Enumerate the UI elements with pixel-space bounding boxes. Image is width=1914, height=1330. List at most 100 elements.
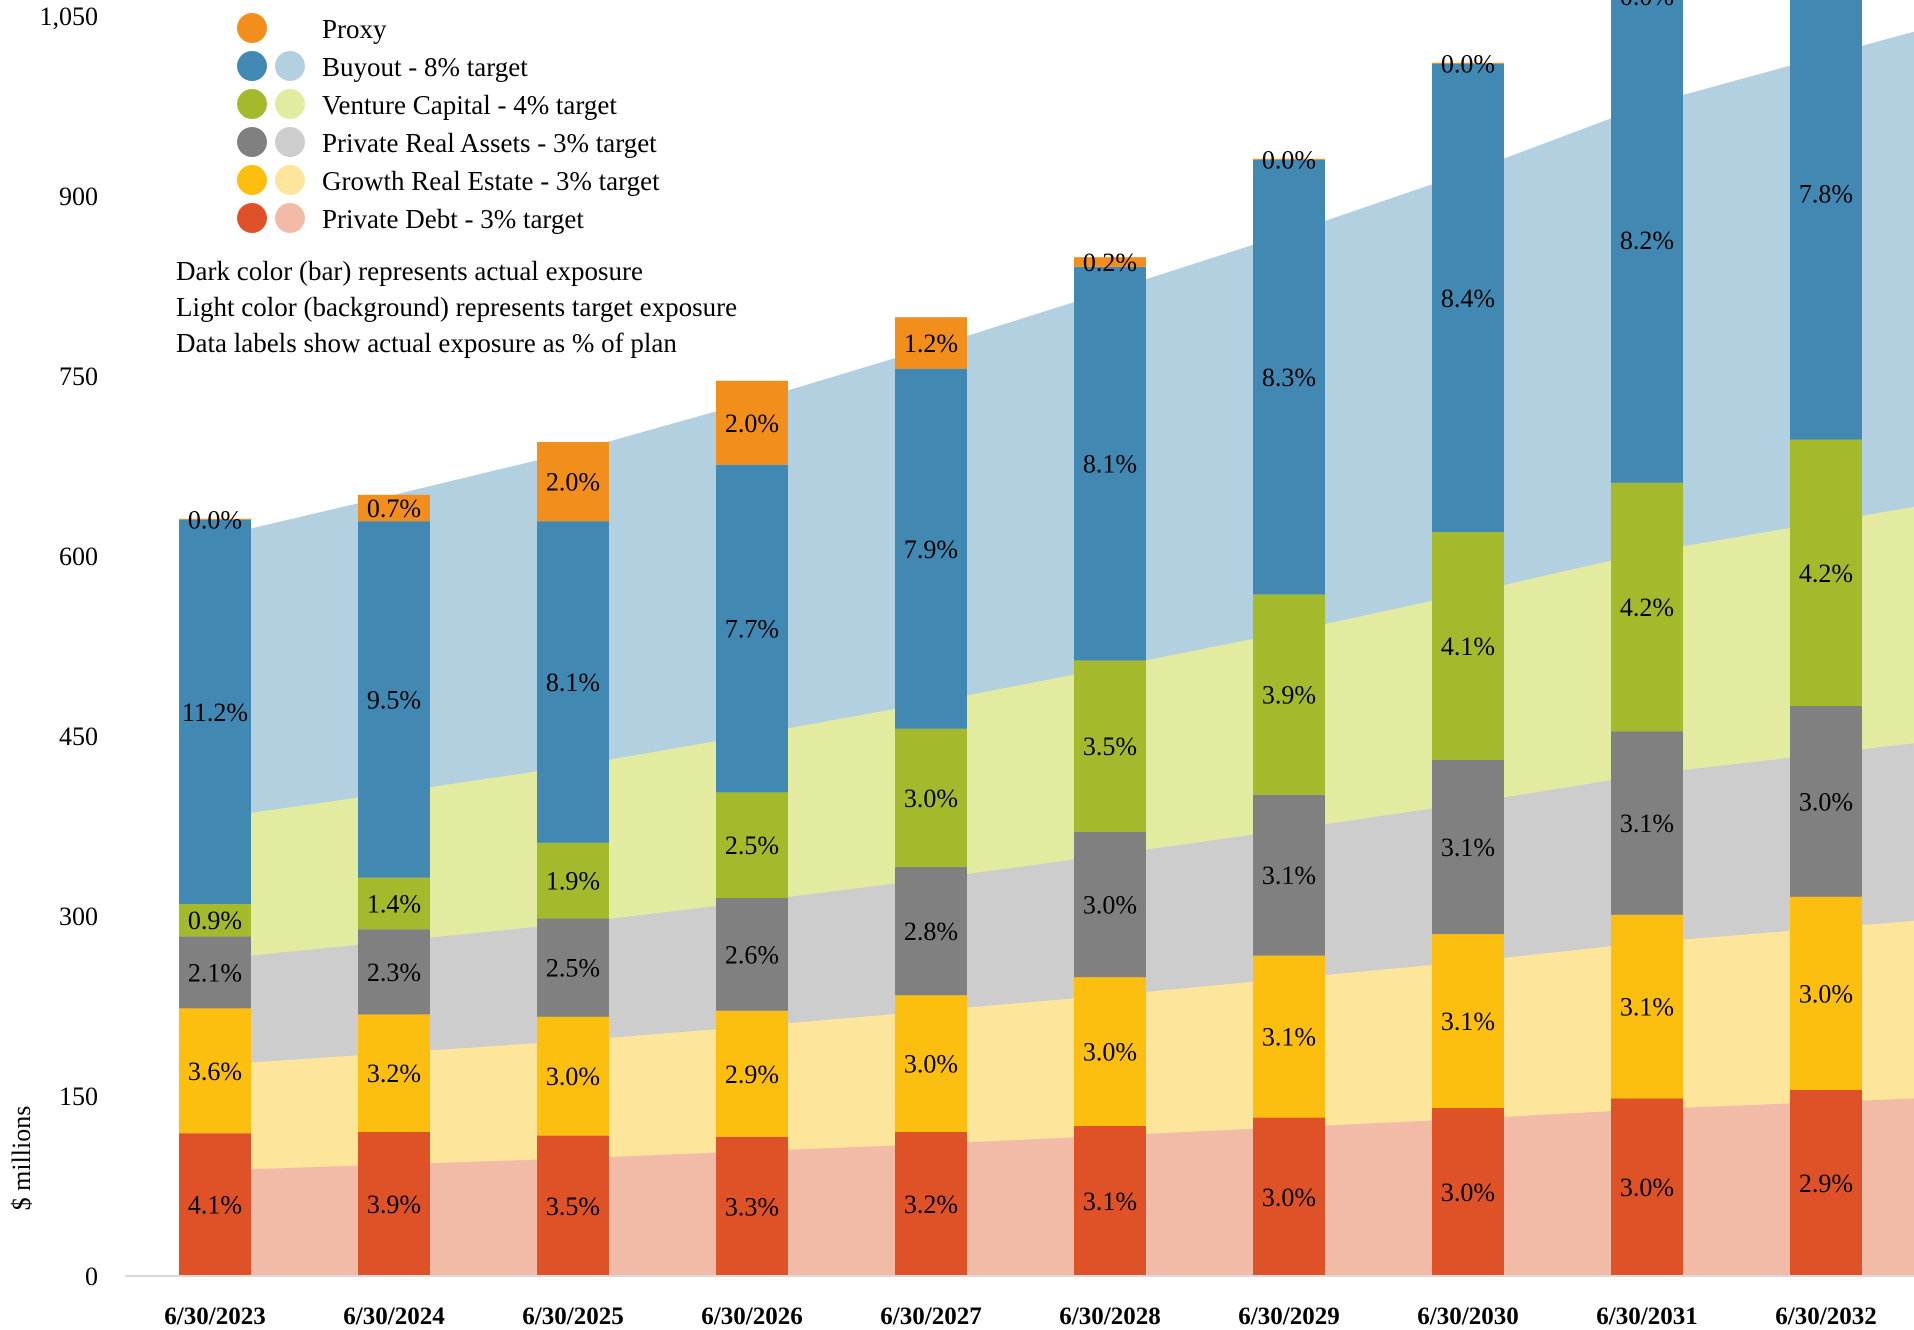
x-tick-label: 6/30/2030	[1417, 1303, 1518, 1330]
data-label: 2.5%	[725, 831, 779, 860]
bar-segment	[716, 380, 788, 465]
bar-segment	[179, 904, 251, 937]
y-axis: 0 150 300 450 600 750 900 1,050	[40, 2, 99, 1291]
bar-segment	[716, 792, 788, 898]
bar-segment	[1253, 594, 1325, 795]
data-label: 3.2%	[904, 1190, 958, 1219]
x-tick-label: 6/30/2031	[1596, 1303, 1697, 1330]
x-axis: 6/30/2023 6/30/2024 6/30/2025 6/30/2026 6/30…	[164, 1303, 1876, 1330]
bar-segment	[179, 520, 251, 904]
data-label: 8.3%	[1262, 363, 1316, 392]
bar-segment	[358, 1132, 430, 1276]
data-label: 8.1%	[1083, 450, 1137, 479]
data-label: 3.6%	[188, 1057, 242, 1086]
bar-segment	[1074, 266, 1146, 661]
data-label: 2.9%	[1799, 1169, 1853, 1198]
bar-segment	[1790, 706, 1862, 897]
bar-segment	[895, 1132, 967, 1276]
data-label: 0.0%	[188, 505, 242, 534]
data-label: 2.0%	[546, 468, 600, 497]
data-label: 3.1%	[1441, 1007, 1495, 1036]
y-tick-label: 300	[59, 902, 98, 931]
data-label: 2.3%	[367, 958, 421, 987]
bar-segment	[537, 521, 609, 843]
data-label: 3.2%	[367, 1059, 421, 1088]
data-label: 3.0%	[1262, 1183, 1316, 1212]
data-label: 4.1%	[188, 1191, 242, 1220]
data-label: 3.0%	[1083, 1038, 1137, 1067]
data-label: 7.9%	[904, 535, 958, 564]
data-label: 3.5%	[546, 1192, 600, 1221]
legend-swatch-light	[275, 127, 305, 157]
bar-segment	[1611, 482, 1683, 732]
bar-segment	[1074, 257, 1146, 267]
chart-note: Data labels show actual exposure as % of…	[176, 328, 677, 358]
bar-segment	[1611, 731, 1683, 915]
bar-segment	[716, 898, 788, 1011]
bar-segment	[537, 842, 609, 919]
data-label: 3.0%	[1799, 979, 1853, 1008]
bar-segment	[1074, 977, 1146, 1126]
legend-swatch-light	[275, 203, 305, 233]
bar-segment	[895, 995, 967, 1132]
data-label: 3.5%	[1083, 732, 1137, 761]
bar-segment	[537, 442, 609, 522]
x-tick-label: 6/30/2029	[1238, 1303, 1339, 1330]
bar-segment	[1432, 934, 1504, 1108]
y-tick-label: 1,050	[40, 2, 99, 31]
data-label: 3.0%	[904, 784, 958, 813]
bar-segment	[1253, 955, 1325, 1118]
legend-swatch-dark	[237, 165, 267, 195]
bar-segment	[179, 518, 251, 520]
data-label: 2.8%	[904, 917, 958, 946]
data-label: 3.0%	[904, 1050, 958, 1079]
bar-segment	[895, 728, 967, 867]
data-label: 3.0%	[546, 1062, 600, 1091]
x-tick-label: 6/30/2026	[701, 1303, 802, 1330]
data-label: 3.9%	[367, 1190, 421, 1219]
data-label: 3.1%	[1262, 1023, 1316, 1052]
legend-swatch-dark	[237, 127, 267, 157]
legend-label: Buyout - 8% target	[322, 52, 528, 82]
bar-segment	[179, 1008, 251, 1134]
bar-segment	[1611, 1098, 1683, 1276]
legend-swatch-light	[275, 165, 305, 195]
chart-note: Light color (background) represents targ…	[176, 292, 737, 322]
bar-segment	[537, 1135, 609, 1276]
data-label: 7.7%	[725, 615, 779, 644]
bar-segment	[537, 1016, 609, 1136]
bar-segment	[1074, 1126, 1146, 1276]
bar-segment	[1432, 760, 1504, 934]
x-tick-label: 6/30/2032	[1775, 1303, 1876, 1330]
data-label: 0.0%	[1441, 49, 1495, 78]
data-label: 3.9%	[1262, 681, 1316, 710]
legend-swatch-dark	[237, 13, 267, 43]
data-label: 2.1%	[188, 958, 242, 987]
bar-segment	[1074, 832, 1146, 978]
data-label: 8.4%	[1441, 284, 1495, 313]
data-label: 3.0%	[1083, 891, 1137, 920]
bar-segment	[1432, 1108, 1504, 1276]
bar-segment	[895, 866, 967, 996]
data-label: 1.9%	[546, 867, 600, 896]
legend-swatch-light	[275, 51, 305, 81]
legend-label: Growth Real Estate - 3% target	[322, 166, 660, 196]
data-label: 11.2%	[182, 698, 248, 727]
data-label: 4.2%	[1799, 559, 1853, 588]
bar-segment	[179, 1133, 251, 1276]
data-label: 3.0%	[1441, 1178, 1495, 1207]
bar-segment	[358, 929, 430, 1015]
data-label: 3.3%	[725, 1192, 779, 1221]
bar-segment	[1253, 160, 1325, 595]
data-label: 3.1%	[1083, 1187, 1137, 1216]
data-label: 7.8%	[1799, 180, 1853, 209]
chart-note: Dark color (bar) represents actual expos…	[176, 256, 643, 286]
data-label: 3.1%	[1262, 861, 1316, 890]
bar-segment	[1611, 0, 1683, 483]
x-tick-label: 6/30/2025	[522, 1303, 623, 1330]
bar-segment	[358, 521, 430, 878]
bar-segment	[358, 877, 430, 930]
data-label: 3.0%	[1620, 1173, 1674, 1202]
bar-segment	[1790, 896, 1862, 1090]
